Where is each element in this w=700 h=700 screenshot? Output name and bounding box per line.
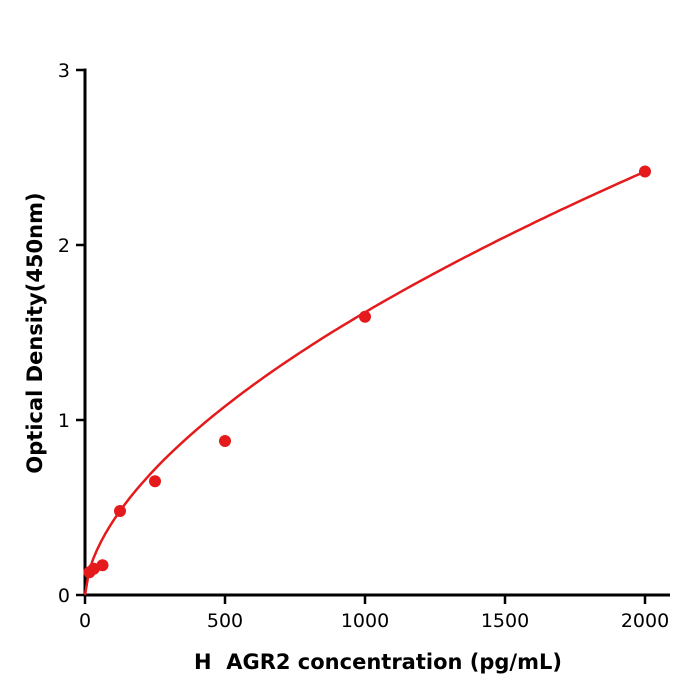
x-tick-label: 1000 [341,610,389,632]
data-point [359,310,371,323]
y-axis-label: Optical Density(450nm) [23,192,47,473]
data-point [639,165,651,178]
x-tick-label: 0 [79,610,91,632]
x-axis-label: H AGR2 concentration (pg/mL) [194,650,562,674]
y-tick-label: 3 [58,60,70,82]
data-point [114,505,126,517]
x-tick-label: 500 [207,610,243,632]
fit-curve [83,170,646,596]
y-tick-label: 1 [58,410,70,432]
x-tick-label: 1500 [481,610,529,632]
y-tick-label: 0 [58,585,70,607]
data-point [96,559,109,572]
x-tick-label: 2000 [621,610,669,632]
data-point [219,435,231,447]
y-tick-label: 2 [58,235,70,257]
data-point [149,475,161,488]
